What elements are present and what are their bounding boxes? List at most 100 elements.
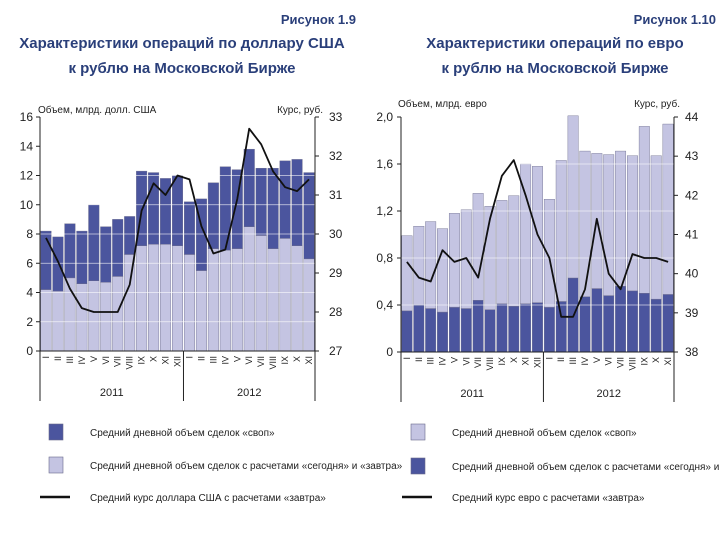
y-left-tick-3: 6 — [26, 256, 33, 270]
y-right-tick-2: 29 — [329, 266, 343, 280]
bar-bottom-6 — [460, 308, 472, 353]
bar-bottom-17 — [231, 248, 243, 352]
legend-label-today_tomorrow: Средний дневной объем сделок с расчетами… — [452, 461, 720, 473]
bar-top-2 — [413, 226, 425, 306]
bar-bottom-2 — [413, 304, 425, 353]
bar-top-21 — [279, 160, 291, 239]
bar-top-23 — [303, 172, 315, 260]
x-tick-9: IX — [497, 357, 507, 366]
x-tick-15: III — [568, 357, 578, 365]
x-tick-21: IX — [639, 357, 649, 366]
bar-top-20 — [627, 155, 638, 292]
bar-top-16 — [579, 150, 591, 297]
bar-bottom-23 — [662, 294, 674, 353]
x-tick-11: XI — [161, 356, 171, 365]
y-right-tick-3: 30 — [329, 227, 343, 241]
bar-bottom-18 — [603, 295, 615, 353]
rate-line — [45, 127, 310, 313]
chart-title-line2: к рублю на Московской Бирже — [441, 60, 668, 77]
y-left-tick-1: 0,4 — [376, 298, 393, 312]
bar-bottom-17 — [591, 288, 603, 353]
legend-label-swap: Средний дневной объем сделок «своп» — [90, 427, 275, 439]
bar-bottom-11 — [160, 244, 172, 352]
bar-top-15 — [207, 182, 219, 249]
year-label-2011: 2011 — [460, 388, 484, 400]
chart-title-line1: Характеристики операций по евро — [426, 35, 683, 52]
bar-bottom-11 — [520, 303, 532, 353]
rate-line — [406, 159, 669, 318]
x-tick-16: IV — [580, 357, 590, 366]
bar-bottom-18 — [243, 226, 255, 352]
y-left-tick-2: 0,8 — [376, 251, 393, 265]
bar-top-7 — [112, 219, 124, 277]
x-tick-11: XI — [521, 357, 531, 366]
bar-top-7 — [472, 193, 484, 301]
y-right-tick-6: 44 — [685, 110, 699, 124]
x-tick-2: II — [53, 356, 63, 361]
chart-title-line1: Характеристики операций по доллару США — [19, 35, 345, 52]
legend-label-today_tomorrow: Средний дневной объем сделок с расчетами… — [90, 460, 403, 472]
bar-top-23 — [662, 123, 674, 295]
bar-bottom-14 — [555, 301, 567, 353]
figure-label: Рисунок 1.9 — [281, 12, 356, 27]
bar-top-13 — [183, 201, 195, 255]
y-left-tick-3: 1,2 — [376, 204, 393, 218]
bar-bottom-3 — [425, 308, 437, 353]
bar-top-20 — [267, 167, 279, 249]
y-right-tick-5: 43 — [685, 149, 699, 163]
x-tick-16: IV — [220, 356, 230, 365]
bar-top-19 — [615, 150, 627, 287]
x-tick-6: VI — [461, 357, 471, 366]
x-tick-20: VIII — [627, 357, 637, 371]
bar-bottom-20 — [627, 290, 638, 353]
bar-bottom-5 — [448, 307, 460, 353]
bar-bottom-22 — [650, 298, 662, 353]
y-left-tick-5: 10 — [20, 198, 34, 212]
x-tick-5: V — [449, 357, 459, 363]
legend-swatch-today_tomorrow — [48, 456, 64, 474]
bar-top-3 — [425, 221, 437, 309]
bar-bottom-5 — [88, 280, 100, 352]
x-tick-13: I — [184, 356, 194, 359]
x-tick-14: II — [196, 356, 206, 361]
bar-top-3 — [64, 223, 76, 279]
bar-top-4 — [437, 228, 448, 313]
bar-top-17 — [231, 169, 243, 249]
x-tick-10: X — [149, 356, 159, 362]
bar-top-14 — [555, 160, 567, 302]
bar-bottom-2 — [52, 290, 64, 352]
bar-bottom-12 — [172, 245, 183, 352]
bar-top-10 — [508, 195, 520, 307]
y-left-tick-7: 14 — [20, 139, 34, 153]
x-tick-3: III — [65, 356, 75, 364]
x-tick-19: VII — [256, 356, 266, 367]
x-tick-17: V — [592, 357, 602, 363]
bar-bottom-21 — [279, 238, 291, 352]
y-axis-right-label: Курс, руб. — [634, 98, 680, 110]
x-tick-13: I — [544, 357, 554, 360]
y-left-tick-0: 0 — [386, 345, 393, 359]
bar-top-12 — [172, 175, 183, 246]
bar-bottom-1 — [401, 310, 413, 353]
x-tick-18: VI — [604, 357, 614, 366]
x-tick-18: VI — [244, 356, 254, 365]
bar-top-4 — [76, 230, 88, 284]
legend-swatch-swap — [410, 423, 426, 441]
x-tick-1: I — [41, 356, 51, 359]
y-right-tick-6: 33 — [329, 110, 343, 124]
bar-bottom-13 — [183, 254, 195, 352]
bar-bottom-7 — [112, 276, 124, 352]
bar-bottom-10 — [508, 305, 520, 353]
bar-bottom-7 — [472, 300, 484, 353]
x-tick-1: I — [402, 357, 412, 360]
x-tick-22: X — [292, 356, 302, 362]
bar-bottom-4 — [437, 311, 448, 353]
bar-bottom-20 — [267, 248, 279, 352]
x-tick-2: II — [414, 357, 424, 362]
x-tick-15: III — [208, 356, 218, 364]
bar-top-14 — [195, 198, 207, 271]
chart-1: Рисунок 1.9 Характеристики операций по до… — [19, 12, 402, 504]
x-tick-8: VIII — [485, 357, 495, 371]
bar-top-19 — [255, 167, 267, 236]
x-tick-14: II — [556, 357, 566, 362]
